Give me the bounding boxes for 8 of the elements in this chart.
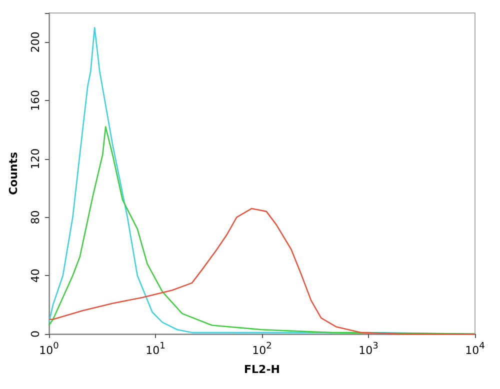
y-tick-label: 40 (29, 268, 42, 283)
y-tick-label: 0 (29, 330, 42, 338)
y-tick-label: 200 (29, 32, 42, 53)
y-tick-label: 80 (29, 210, 42, 224)
y-tick-label: 160 (29, 90, 42, 112)
y-axis-title: Counts (7, 152, 20, 196)
x-axis-title: FL2-H (244, 363, 280, 376)
y-tick-label: 120 (29, 148, 42, 170)
